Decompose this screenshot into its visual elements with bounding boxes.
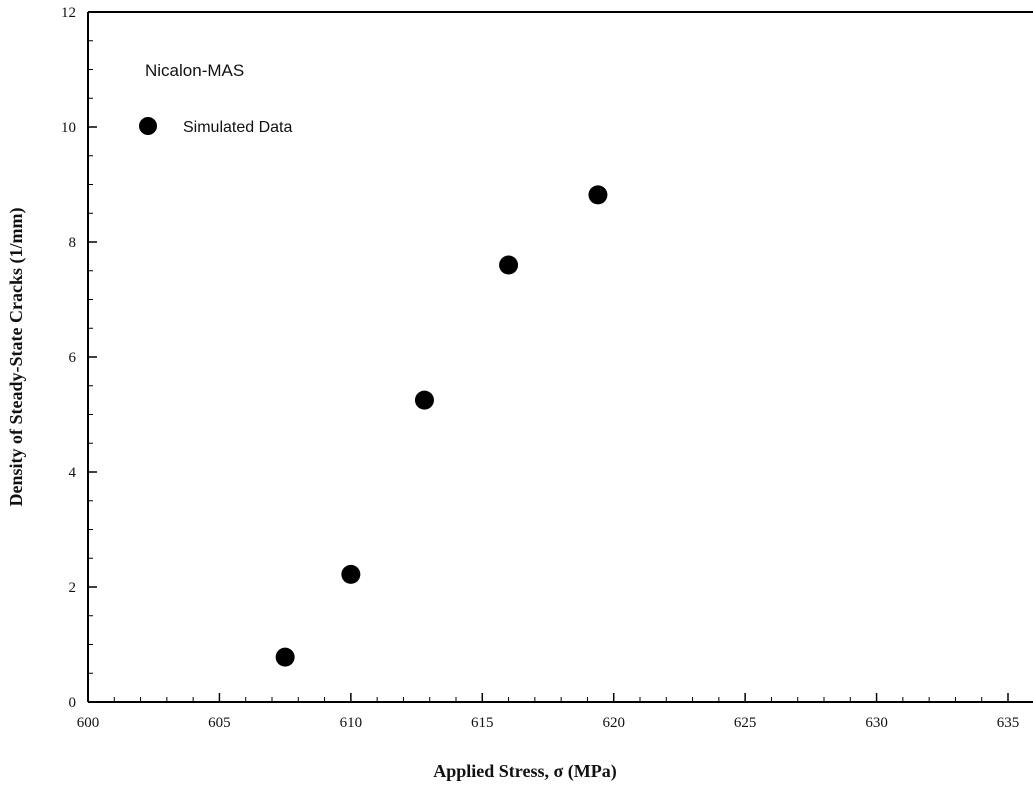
x-tick-label: 630	[865, 715, 888, 731]
x-tick-label: 625	[734, 715, 757, 731]
y-tick-label: 0	[69, 695, 77, 711]
y-tick-label: 10	[61, 120, 76, 136]
x-tick-label: 600	[77, 715, 100, 731]
y-tick-label: 4	[69, 465, 77, 481]
legend: Simulated Data	[139, 117, 292, 136]
x-axis-ticks: 600 605 610 615 620 625 630 635	[77, 693, 1020, 731]
data-point	[275, 647, 295, 667]
x-tick-label: 635	[997, 715, 1020, 731]
legend-label: Simulated Data	[183, 119, 292, 136]
data-points	[275, 185, 608, 667]
y-tick-label: 8	[69, 235, 77, 251]
data-point	[499, 255, 519, 275]
y-tick-label: 12	[61, 5, 76, 21]
y-axis-ticks: 0 2 4 6 8 10 12	[61, 5, 97, 711]
x-tick-label: 620	[602, 715, 625, 731]
data-point	[588, 185, 608, 205]
y-tick-label: 6	[69, 350, 77, 366]
x-tick-label: 610	[340, 715, 363, 731]
x-tick-label: 605	[208, 715, 231, 731]
legend-marker	[139, 117, 157, 135]
data-point	[414, 390, 434, 410]
x-axis-title: Applied Stress, σ (MPa)	[433, 761, 616, 782]
data-point	[341, 564, 361, 584]
plot-frame	[87, 11, 1033, 703]
chart-annotation: Nicalon-MAS	[145, 61, 244, 80]
y-axis-title: Density of Steady-State Cracks (1/mm)	[6, 208, 27, 507]
y-tick-label: 2	[69, 580, 77, 596]
x-tick-label: 615	[471, 715, 494, 731]
